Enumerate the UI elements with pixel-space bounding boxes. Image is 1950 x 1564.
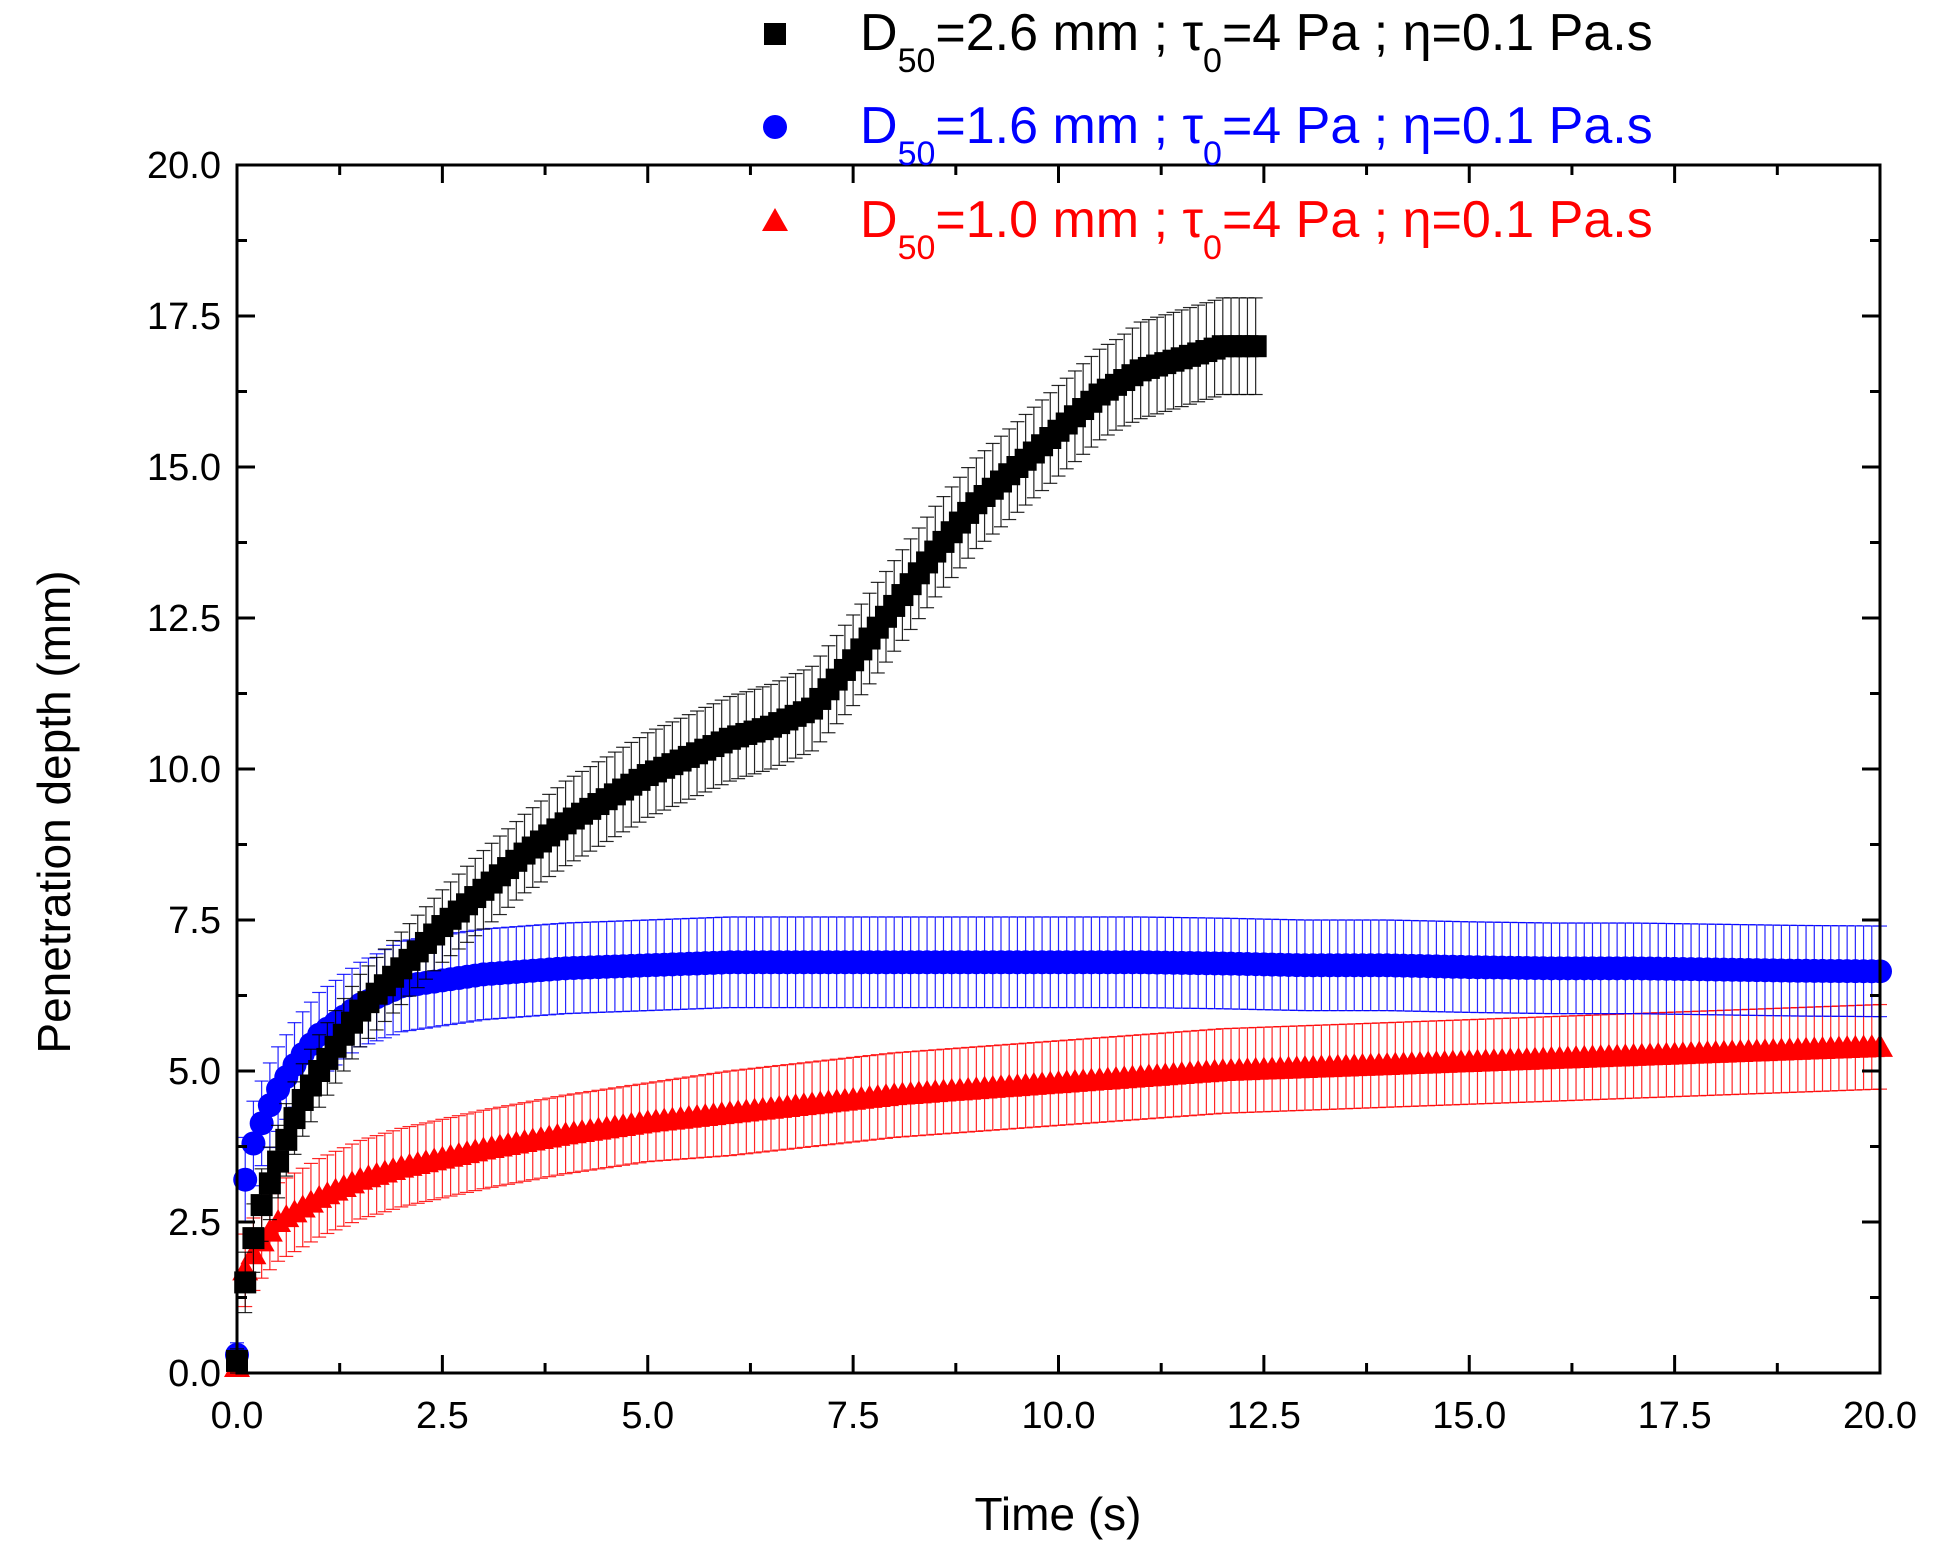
series-d50-1-6-marker xyxy=(233,1167,258,1192)
x-tick-label: 15.0 xyxy=(1432,1395,1506,1437)
x-tick-label: 17.5 xyxy=(1638,1395,1712,1437)
y-tick-label: 12.5 xyxy=(147,598,221,640)
ticks-layer: 0.0 2.5 5.0 7.5 10.0 12.5 15.0 17.5 20.0 0.0 2.5 5.… xyxy=(147,145,1917,1437)
series-d50-2-6-marker xyxy=(258,1172,281,1195)
x-tick-label: 12.5 xyxy=(1227,1395,1301,1437)
legend-subscript: 50 xyxy=(898,229,936,267)
legend-text-part: D xyxy=(860,97,898,155)
legend-label: D50=2.6 mm ; τ0=4 Pa ; η=0.1 Pa.s xyxy=(860,4,1653,80)
y-tick-label: 0.0 xyxy=(168,1353,221,1395)
plot-area: 0.0 2.5 5.0 7.5 10.0 12.5 15.0 17.5 20.0 0.0 2.5 5.… xyxy=(147,145,1917,1437)
x-tick-label: 2.5 xyxy=(416,1395,469,1437)
y-tick-label: 17.5 xyxy=(147,296,221,338)
y-tick-label: 15.0 xyxy=(147,447,221,489)
legend-text-part: =4 Pa ; η=0.1 Pa.s xyxy=(1222,4,1653,62)
series-d50-1-6 xyxy=(225,916,1892,1368)
series-d50-1-0 xyxy=(224,1003,1893,1377)
series-d50-2-6-marker xyxy=(1244,335,1267,358)
series-d50-2-6-marker xyxy=(242,1227,265,1250)
x-tick-label: 5.0 xyxy=(621,1395,674,1437)
x-tick-label: 20.0 xyxy=(1843,1395,1917,1437)
x-tick-label: 10.0 xyxy=(1022,1395,1096,1437)
legend-text-part: =1.6 mm ; τ xyxy=(935,97,1203,155)
x-axis-title: Time (s) xyxy=(975,1488,1142,1540)
legend-text-part: =2.6 mm ; τ xyxy=(935,4,1203,62)
series-d50-2-6-marker xyxy=(250,1194,273,1217)
series-d50-2-6-marker xyxy=(275,1128,298,1151)
legend-subscript: 50 xyxy=(898,42,936,80)
legend-subscript: 0 xyxy=(1203,229,1222,267)
legend-text-part: D xyxy=(860,191,898,249)
series-layer xyxy=(224,297,1893,1377)
legend: D50=2.6 mm ; τ0=4 Pa ; η=0.1 Pa.sD50=1.6… xyxy=(762,4,1653,267)
legend-item-series-d50-1-6: D50=1.6 mm ; τ0=4 Pa ; η=0.1 Pa.s xyxy=(763,97,1653,173)
legend-text-part: =4 Pa ; η=0.1 Pa.s xyxy=(1222,97,1653,155)
y-tick-label: 7.5 xyxy=(168,900,221,942)
legend-text-part: =1.0 mm ; τ xyxy=(935,191,1203,249)
x-tick-label: 7.5 xyxy=(827,1395,880,1437)
series-d50-2-6-marker xyxy=(234,1271,257,1294)
legend-text-part: D xyxy=(860,4,898,62)
y-tick-label: 5.0 xyxy=(168,1051,221,1093)
legend-series-d50-2-6-marker xyxy=(764,23,786,45)
legend-item-series-d50-2-6: D50=2.6 mm ; τ0=4 Pa ; η=0.1 Pa.s xyxy=(764,4,1653,80)
series-d50-1-6-marker xyxy=(241,1131,266,1156)
series-d50-2-6-marker xyxy=(267,1150,290,1173)
legend-subscript: 0 xyxy=(1203,135,1222,173)
y-tick-label: 10.0 xyxy=(147,749,221,791)
legend-text-part: =4 Pa ; η=0.1 Pa.s xyxy=(1222,191,1653,249)
series-d50-2-6 xyxy=(226,297,1267,1374)
legend-item-series-d50-1-0: D50=1.0 mm ; τ0=4 Pa ; η=0.1 Pa.s xyxy=(762,191,1653,267)
series-d50-2-6-marker xyxy=(283,1107,306,1130)
plot-frame xyxy=(235,163,1882,1375)
legend-label: D50=1.6 mm ; τ0=4 Pa ; η=0.1 Pa.s xyxy=(860,97,1653,173)
legend-label: D50=1.0 mm ; τ0=4 Pa ; η=0.1 Pa.s xyxy=(860,191,1653,267)
y-tick-label: 2.5 xyxy=(168,1202,221,1244)
legend-subscript: 50 xyxy=(898,135,936,173)
y-axis-title: Penetration depth (mm) xyxy=(28,570,80,1053)
legend-series-d50-1-0-marker xyxy=(762,208,788,231)
series-d50-1-6-marker xyxy=(249,1111,274,1136)
legend-series-d50-1-6-marker xyxy=(763,115,787,139)
y-tick-label: 20.0 xyxy=(147,145,221,187)
legend-subscript: 0 xyxy=(1203,42,1222,80)
x-tick-label: 0.0 xyxy=(211,1395,264,1437)
